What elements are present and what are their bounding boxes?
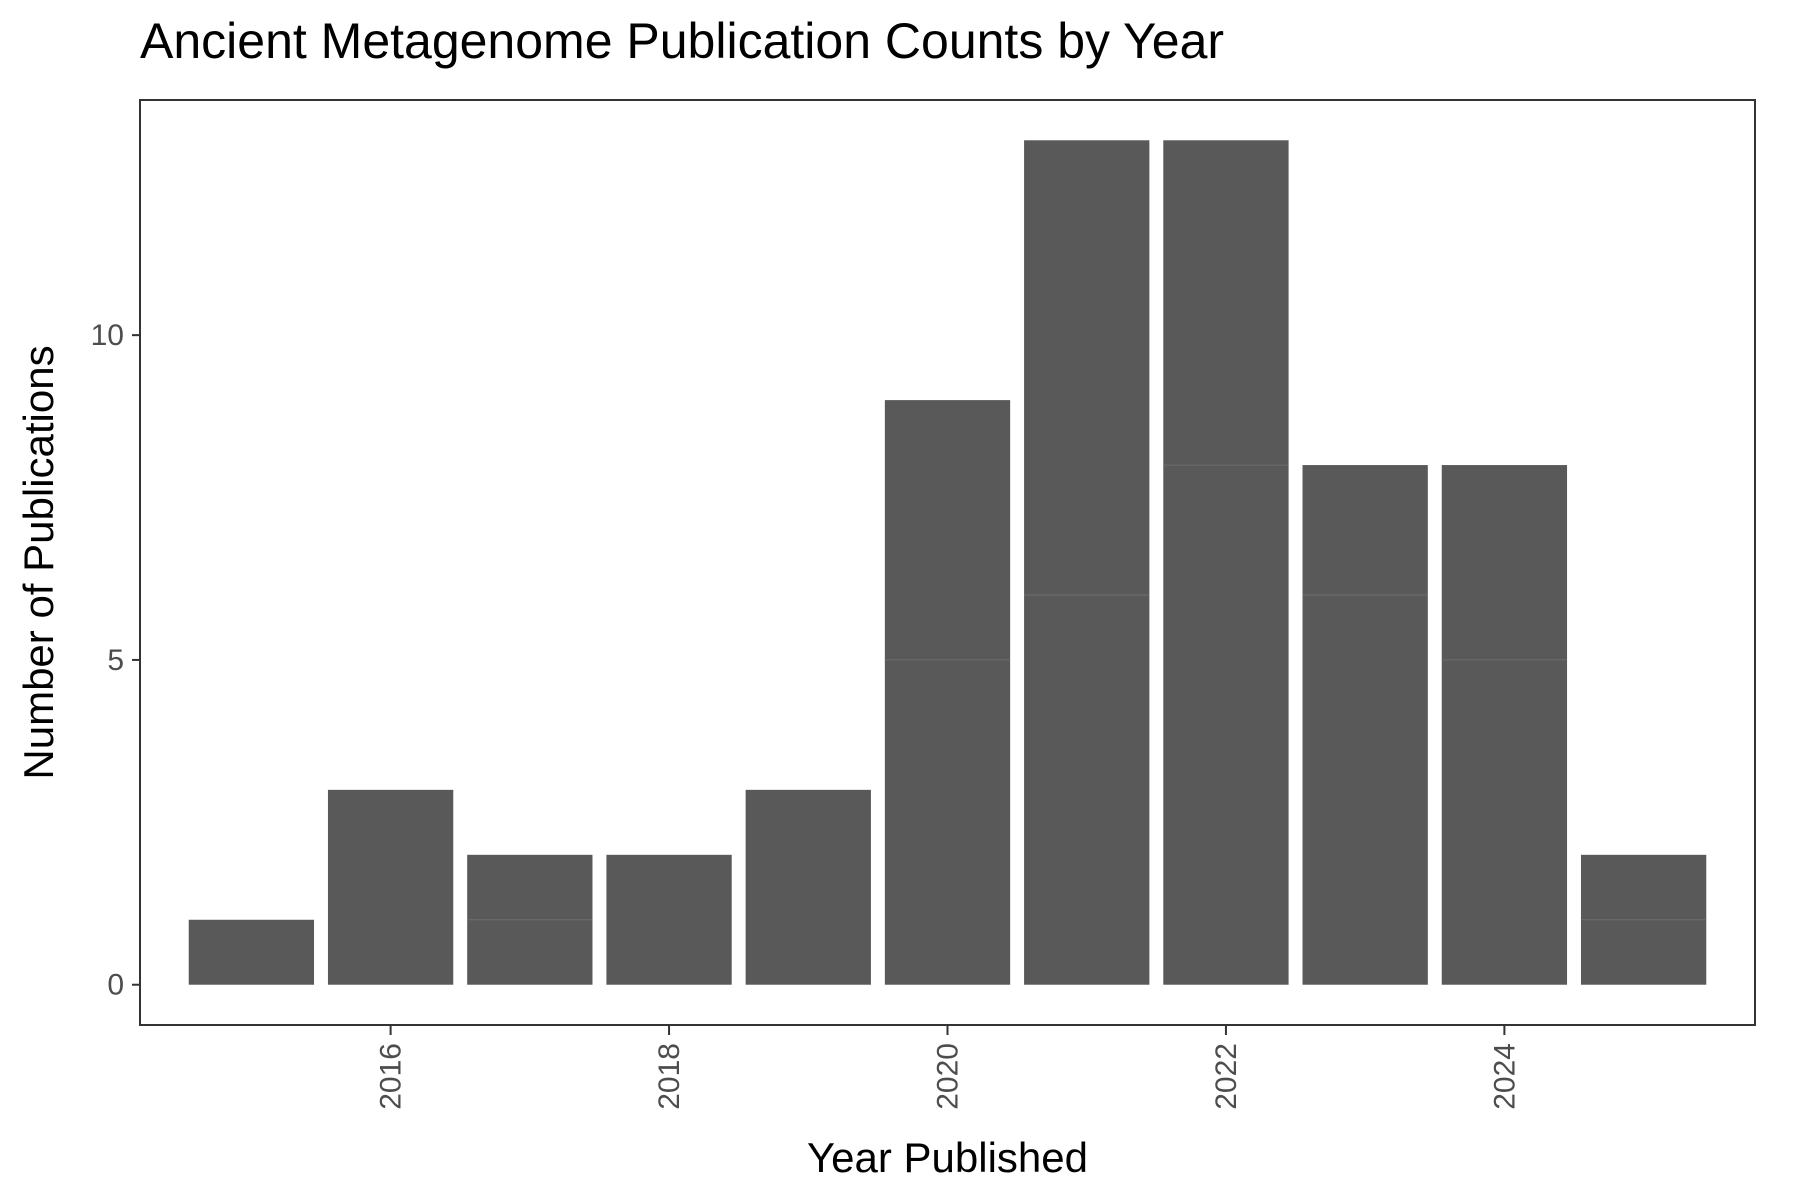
chart-title: Ancient Metagenome Publication Counts by… (140, 13, 1225, 69)
x-axis: 2016 2018 2020 2022 2024 (375, 1025, 1521, 1110)
bar-2020 (884, 400, 1011, 985)
bar-2023 (1302, 465, 1428, 985)
bar-2021 (1024, 140, 1150, 985)
x-tick-label: 2016 (375, 1043, 408, 1110)
x-axis-title: Year Published (807, 1134, 1088, 1181)
bar-2016 (327, 789, 454, 985)
x-tick-label: 2022 (1210, 1043, 1243, 1110)
bar-2018 (606, 854, 732, 985)
bars-group (188, 140, 1707, 985)
y-axis: 0 5 10 (91, 319, 140, 1002)
bar-2022 (1163, 140, 1289, 985)
bar-2015 (188, 919, 315, 985)
x-tick-label: 2018 (653, 1043, 686, 1110)
x-tick-label: 2020 (932, 1043, 965, 1110)
y-axis-title: Number of Publications (15, 345, 62, 779)
y-tick-label: 5 (107, 644, 124, 677)
bar-2019 (745, 789, 871, 985)
y-tick-label: 10 (91, 319, 124, 352)
y-tick-label: 0 (107, 969, 124, 1002)
bar-2024 (1441, 465, 1568, 985)
x-tick-label: 2024 (1488, 1043, 1521, 1110)
